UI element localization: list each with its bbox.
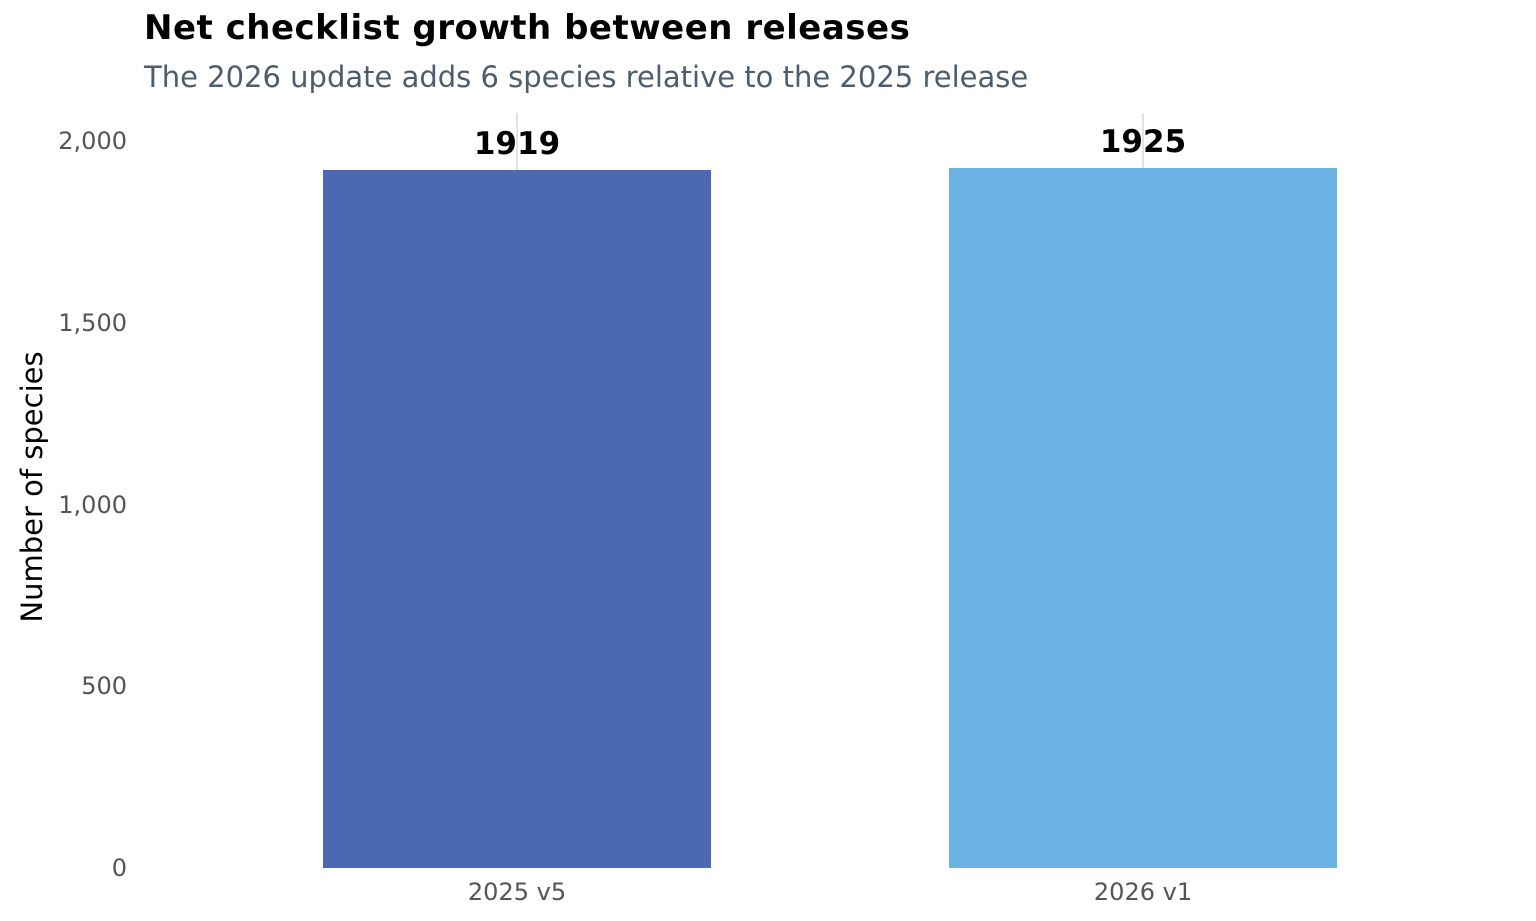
bar-2025-v5 [323, 170, 711, 868]
bar-value-label: 1919 [473, 126, 561, 163]
x-tick-label: 2026 v1 [1093, 878, 1193, 906]
y-axis-label: Number of species [15, 351, 49, 623]
y-tick-label: 2,000 [58, 127, 127, 155]
y-tick-label: 500 [81, 672, 127, 701]
bar-value-label: 1925 [1099, 124, 1187, 161]
y-tick-label: 1,500 [58, 308, 127, 337]
x-tick-label: 2025 v5 [467, 878, 567, 906]
chart-subtitle: The 2026 update adds 6 species relative … [144, 60, 1029, 94]
y-tick-label: 1,000 [58, 490, 127, 519]
bar-2026-v1 [949, 168, 1337, 868]
y-tick-label: 0 [111, 854, 127, 882]
chart-title: Net checklist growth between releases [144, 8, 911, 48]
